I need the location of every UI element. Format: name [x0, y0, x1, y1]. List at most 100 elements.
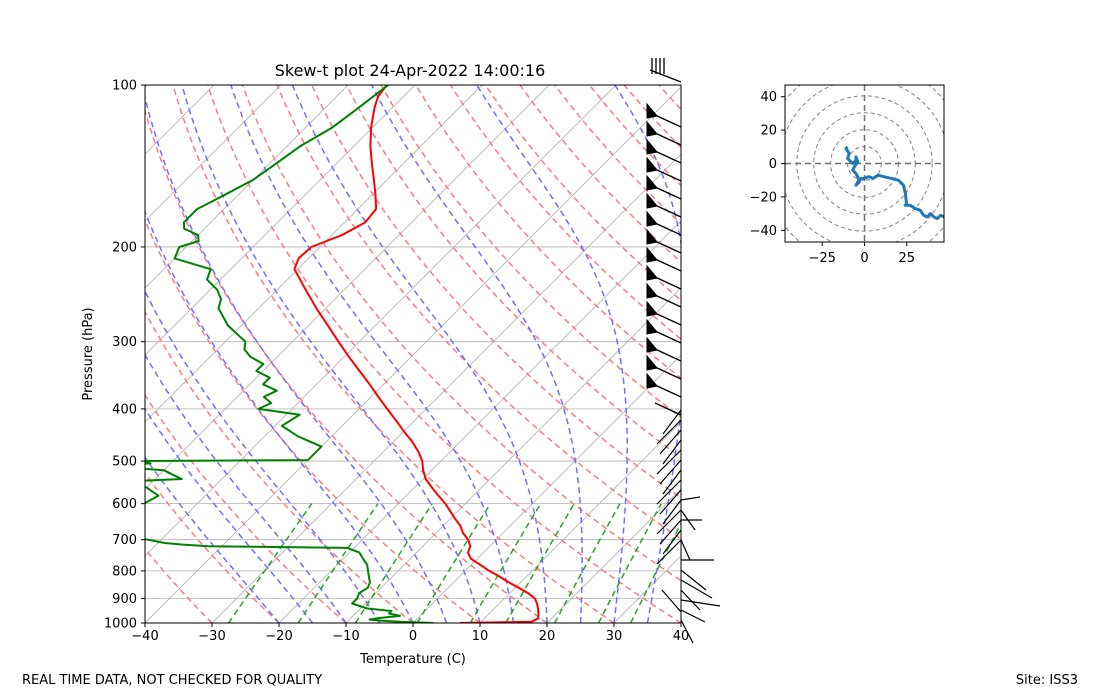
dry-adiabat: [172, 85, 615, 623]
wind-barb: [662, 499, 682, 525]
isotherm-line: [479, 421, 681, 623]
dry-adiabat: [241, 85, 681, 582]
y-axis-label: Pressure (hPa): [81, 307, 96, 400]
wind-barb-flag: [646, 228, 658, 245]
dry-adiabat: [449, 85, 681, 341]
wind-barb: [656, 419, 682, 445]
wind-barb: [654, 330, 682, 344]
wind-barb-flag: [646, 156, 658, 173]
hodograph-y-tick-label: −20: [750, 190, 777, 205]
wind-barb: [661, 589, 682, 613]
wind-barb: [680, 496, 701, 501]
wind-barb: [654, 114, 682, 128]
wind-barb: [662, 469, 682, 495]
isotherm-line: [145, 85, 483, 423]
wind-barb: [680, 599, 721, 607]
wind-barb: [659, 459, 682, 485]
dry-adiabat: [145, 310, 414, 623]
wind-barb: [654, 186, 682, 200]
x-tick-label: 0: [409, 629, 417, 644]
wind-barb-flag: [646, 246, 658, 263]
x-tick-label: −40: [131, 629, 158, 644]
y-tick-label: 600: [112, 497, 137, 512]
x-tick-labels: −40 −30 −20 −10 0 10 20 30 40: [131, 623, 689, 644]
x-tick-label: 40: [673, 629, 690, 644]
wind-barb: [659, 519, 682, 545]
sounding-profiles: [145, 85, 540, 623]
wind-barb: [680, 589, 701, 611]
wind-barb-flag: [646, 300, 658, 317]
wind-barb: [680, 539, 691, 561]
hodograph-line: [844, 145, 944, 221]
isotherm-line: [680, 622, 681, 623]
x-tick-label: −10: [332, 629, 359, 644]
dry-adiabat: [623, 85, 681, 149]
wind-barb: [654, 276, 682, 290]
wind-barb: [654, 240, 682, 254]
mixing-ratio-line: [416, 503, 492, 623]
wind-barb: [662, 529, 682, 555]
mixing-ratio-line: [227, 503, 313, 623]
wind-barb: [680, 569, 707, 591]
isotherm-line: [412, 354, 681, 623]
x-tick-label: 20: [539, 629, 556, 644]
wind-barb-flag: [646, 372, 658, 389]
mixing-ratio-line: [630, 521, 681, 623]
dry-adiabat: [206, 85, 681, 623]
wind-barb: [654, 402, 682, 416]
isotherm-line: [0, 85, 80, 623]
hodograph-y-tick-label: 0: [769, 157, 777, 172]
moist-adiabat: [181, 85, 481, 623]
moist-adiabat: [680, 619, 681, 623]
isotherm-line: [278, 220, 681, 623]
wind-barb: [654, 312, 682, 326]
wind-barb: [656, 509, 682, 535]
dry-adiabat: [519, 85, 681, 263]
dry-adiabat: [415, 85, 681, 380]
wind-barb-flag: [646, 318, 658, 335]
wind-barb: [662, 409, 682, 435]
wind-barbs: [646, 58, 721, 644]
wind-barb: [656, 539, 682, 565]
wind-barb: [680, 579, 713, 599]
moist-adiabat: [371, 85, 583, 623]
wind-barb-flag: [646, 336, 658, 353]
y-tick-label: 200: [112, 240, 137, 255]
y-tick-label: 700: [112, 533, 137, 548]
y-tick-labels: 1000 900 800 700 600 500 400 300 200 100: [104, 79, 145, 632]
x-tick-label: −20: [265, 629, 292, 644]
y-tick-label: 300: [112, 335, 137, 350]
dry-adiabat: [658, 85, 681, 111]
dry-adiabat: [145, 547, 213, 623]
wind-barb: [662, 439, 682, 465]
wind-barb-flag: [646, 282, 658, 299]
isotherm-line: [145, 85, 416, 356]
wind-barb: [654, 366, 682, 380]
hodograph-y-tick-label: 40: [760, 90, 777, 105]
wind-barb: [654, 384, 682, 398]
isotherm-line: [145, 85, 550, 490]
dry-adiabat: [145, 393, 347, 623]
dry-adiabat: [145, 108, 548, 623]
x-tick-label: 30: [606, 629, 623, 644]
hodograph-y-tick-label: 20: [760, 124, 777, 139]
y-tick-label: 500: [112, 455, 137, 470]
wind-barb: [654, 294, 682, 308]
wind-barb: [654, 168, 682, 182]
moist-adiabat: [145, 209, 414, 623]
mixing-ratio-line: [354, 503, 433, 623]
hodograph-rings: [785, 85, 944, 242]
dry-adiabat: [311, 85, 681, 499]
hodograph-x-tick-label: −25: [808, 251, 835, 266]
wind-barb-flag: [646, 354, 658, 371]
isotherm-line: [145, 85, 215, 155]
hodograph-y-tick-label: −40: [750, 224, 777, 239]
dry-adiabat: [554, 85, 681, 225]
y-tick-label: 100: [112, 79, 137, 94]
wind-barb-flag: [646, 102, 658, 119]
dry-adiabat: [694, 85, 1100, 623]
wind-barb: [649, 69, 682, 83]
x-axis-label: Temperature (C): [359, 652, 466, 667]
wind-barb-flag: [646, 192, 658, 209]
